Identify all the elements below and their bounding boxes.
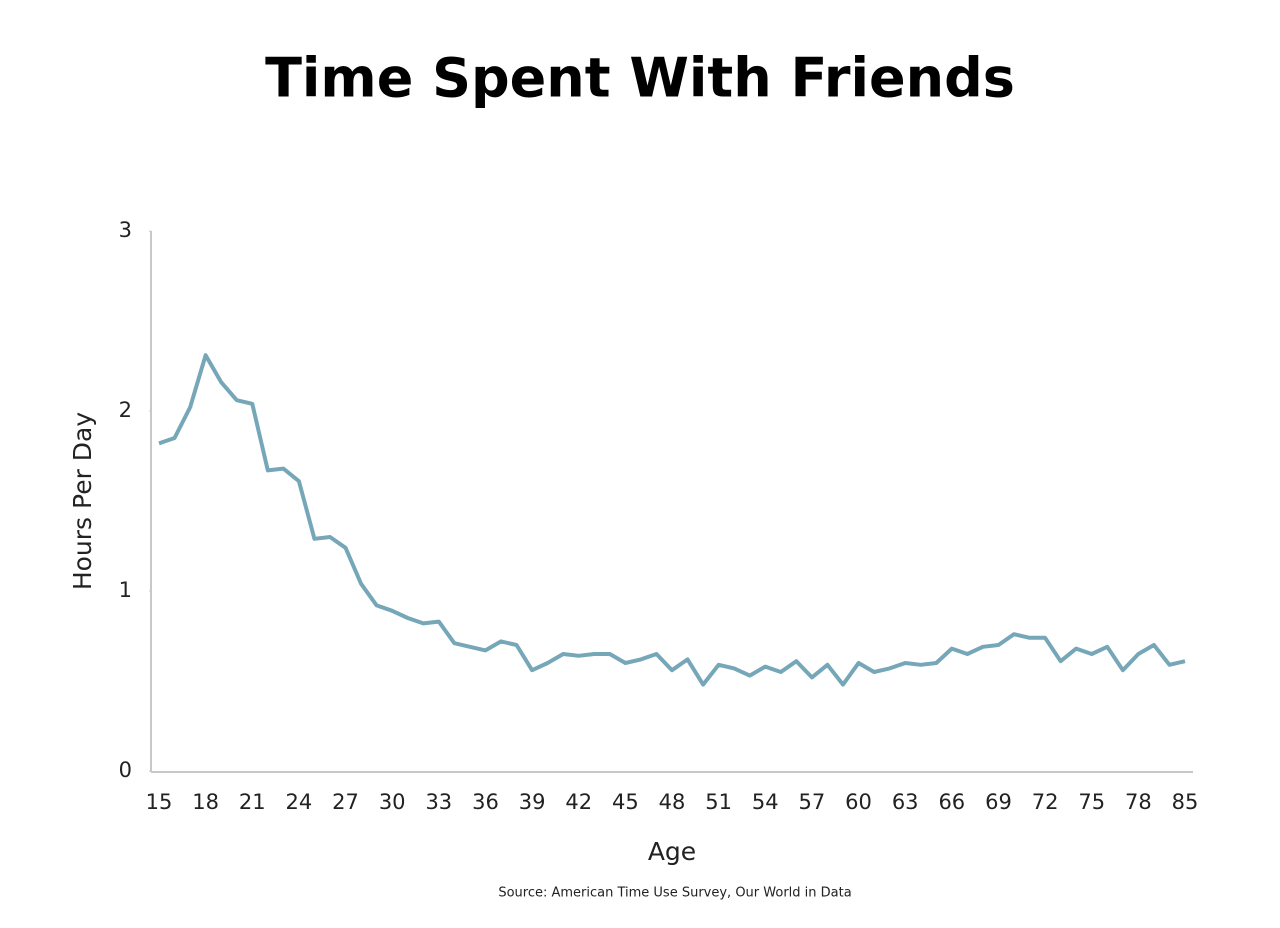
source-note: Source: American Time Use Survey, Our Wo… — [498, 886, 851, 901]
y-tick-label: 0 — [119, 758, 132, 782]
x-tick-label: 75 — [1078, 790, 1105, 814]
x-tick-label: 30 — [379, 790, 406, 814]
x-tick-label: 72 — [1032, 790, 1059, 814]
x-tick-label: 57 — [799, 790, 826, 814]
x-tick-label: 45 — [612, 790, 639, 814]
x-tick-label: 36 — [472, 790, 499, 814]
x-tick-label: 78 — [1125, 790, 1152, 814]
y-tick-label: 1 — [119, 578, 132, 602]
x-tick-label: 60 — [845, 790, 872, 814]
x-axis-label: Age — [648, 837, 696, 866]
x-tick-label: 27 — [332, 790, 359, 814]
x-tick-label: 48 — [659, 790, 686, 814]
x-tick-label: 33 — [425, 790, 452, 814]
chart-title: Time Spent With Friends — [265, 47, 1015, 110]
x-tick-label: 54 — [752, 790, 779, 814]
x-tick-label: 63 — [892, 790, 919, 814]
y-tick-label: 2 — [119, 398, 132, 422]
x-tick-label: 66 — [938, 790, 965, 814]
x-tick-label: 15 — [146, 790, 173, 814]
x-tick-label: 42 — [565, 790, 592, 814]
y-tick-label: 3 — [119, 218, 132, 242]
x-tick-label: 24 — [286, 790, 313, 814]
x-tick-label: 39 — [519, 790, 546, 814]
y-axis-label: Hours Per Day — [68, 412, 97, 591]
x-tick-label: 85 — [1172, 790, 1199, 814]
data-line — [158, 353, 1186, 687]
x-tick-label: 51 — [705, 790, 732, 814]
x-tick-label: 21 — [239, 790, 266, 814]
x-tick-label: 18 — [192, 790, 219, 814]
x-tick-label: 69 — [985, 790, 1012, 814]
